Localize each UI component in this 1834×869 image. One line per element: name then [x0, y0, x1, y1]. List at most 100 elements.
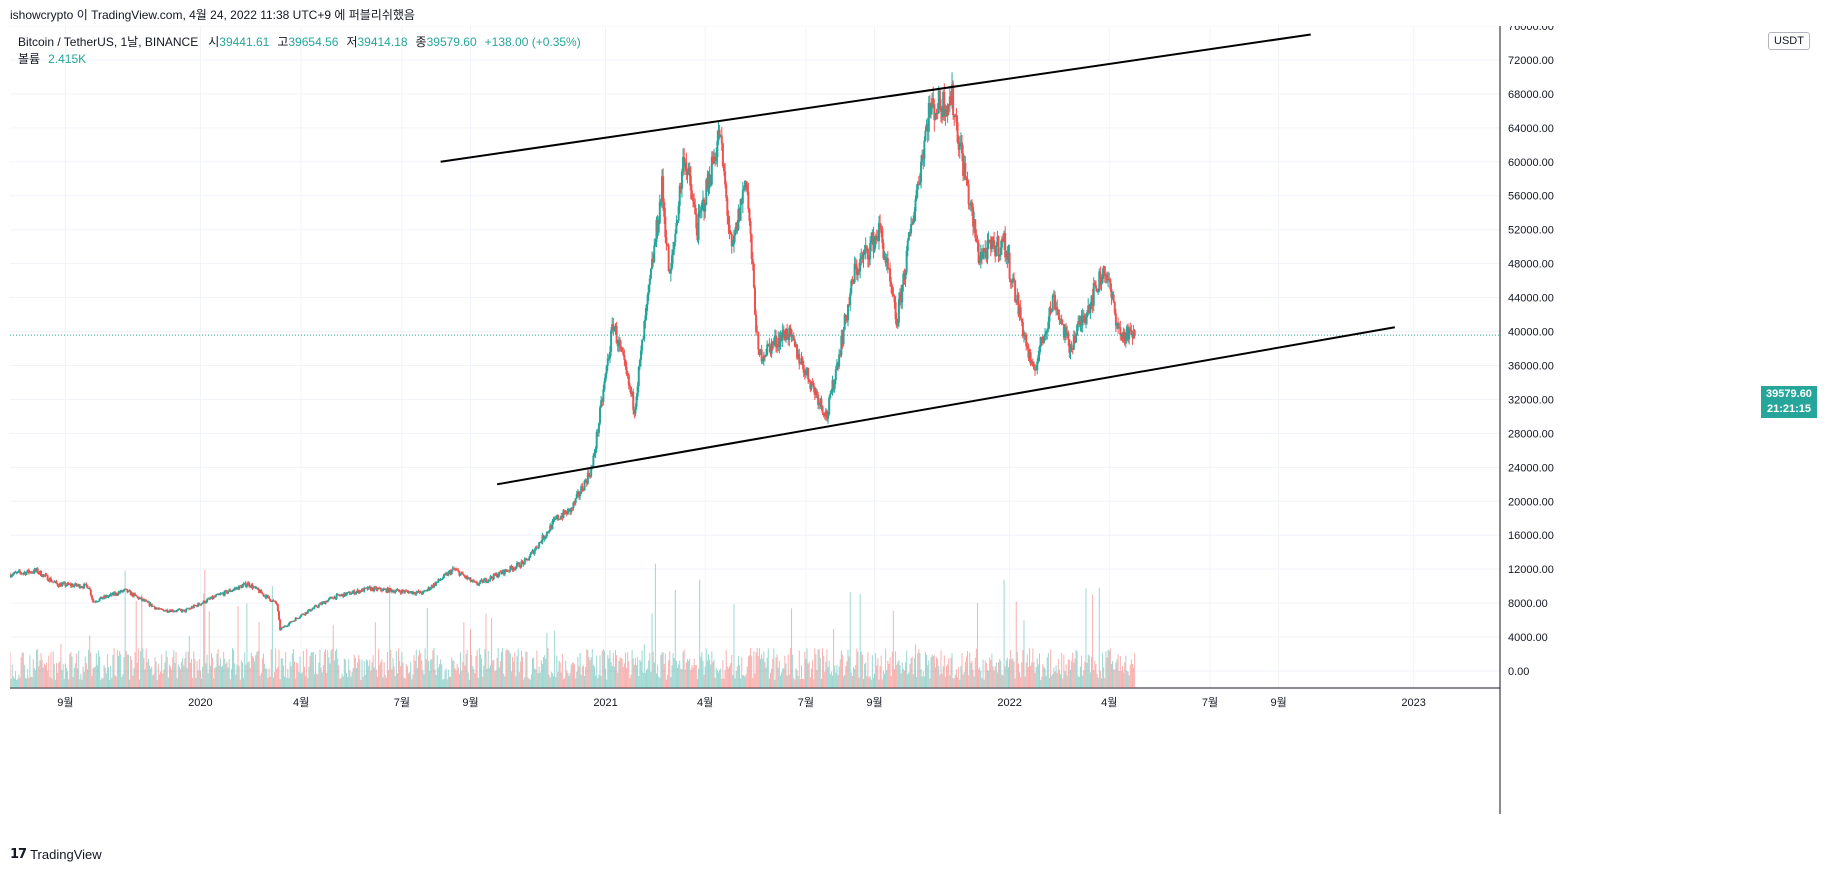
chart-frame[interactable]: 0.00 4000.00 8000.00 12000.00 16000.00 20000.…	[10, 26, 1824, 838]
candle-body	[973, 219, 976, 227]
volume-bar	[978, 669, 980, 688]
volume-bar	[266, 668, 268, 688]
candle-body	[601, 400, 604, 402]
candle-body	[611, 323, 614, 331]
candle-body	[1130, 330, 1133, 335]
volume-bar	[65, 667, 67, 688]
candle-body	[986, 240, 989, 260]
volume-bar	[803, 679, 805, 688]
candle-body	[824, 410, 827, 417]
volume-bar	[454, 668, 456, 688]
volume-bar	[608, 658, 610, 688]
volume-bar	[19, 677, 21, 688]
volume-bar	[104, 667, 106, 688]
volume-bar	[405, 664, 407, 688]
volume-bar	[853, 666, 855, 688]
volume-bar	[565, 660, 567, 688]
candle-body	[786, 328, 789, 338]
candle-body	[683, 157, 686, 167]
volume-bar	[42, 667, 44, 688]
candle-body	[566, 508, 569, 515]
volume-bar	[73, 667, 75, 688]
candle-body	[1091, 295, 1094, 306]
volume-bar	[351, 672, 353, 688]
volume-bar	[431, 659, 433, 688]
candle-body	[595, 431, 598, 449]
price-chart[interactable]: 0.004000.008000.0012000.0016000.0020000.…	[10, 26, 1824, 838]
volume-bar	[989, 657, 991, 688]
candle-body	[768, 343, 771, 346]
volume-bar	[251, 656, 253, 688]
candle-body	[423, 590, 426, 592]
candle-body	[911, 224, 914, 226]
candle-body	[697, 212, 700, 240]
volume-bar	[784, 655, 786, 688]
volume-bar	[1100, 678, 1102, 688]
volume-bar	[470, 629, 472, 688]
candle-body	[858, 270, 861, 272]
volume-bar	[286, 677, 288, 688]
candle-body	[563, 510, 566, 514]
volume-bar	[79, 679, 81, 688]
symbol-title[interactable]: Bitcoin / TetherUS, 1날, BINANCE	[18, 35, 199, 49]
candle-body	[394, 591, 397, 593]
volume-bar	[458, 673, 460, 688]
candle-body	[249, 586, 252, 588]
candle-body	[49, 578, 52, 582]
volume-bar	[1044, 668, 1046, 688]
volume-bar	[710, 664, 712, 688]
x-tick-label: 4월	[697, 696, 713, 709]
y-tick-label: 44000.00	[1508, 293, 1554, 305]
volume-bar	[390, 650, 392, 688]
candle-body	[759, 349, 762, 355]
volume-bar	[1045, 675, 1047, 688]
volume-bar	[181, 661, 183, 688]
volume-bar	[840, 650, 842, 688]
candle-body	[1058, 315, 1061, 320]
x-tick-label: 7월	[394, 696, 410, 709]
candle-body	[437, 578, 440, 582]
volume-bar	[305, 675, 307, 688]
volume-bar	[835, 672, 837, 688]
candle-body	[37, 572, 40, 574]
candle-body	[510, 565, 513, 568]
candle-body	[608, 351, 611, 359]
volume-bar	[1068, 659, 1070, 688]
candle-body	[693, 201, 696, 205]
candle-body	[931, 98, 934, 108]
candle-body	[390, 589, 393, 593]
candle-body	[694, 204, 697, 215]
volume-bar	[162, 673, 164, 688]
volume-bar	[218, 665, 220, 688]
volume-bar	[64, 663, 66, 688]
volume-bar	[165, 650, 167, 688]
candle-body	[439, 579, 442, 581]
candle-body	[80, 587, 83, 589]
candle-body	[889, 268, 892, 282]
volume-bar	[652, 651, 654, 688]
candle-body	[745, 180, 748, 185]
volume-bar	[745, 674, 747, 688]
candle-body	[1080, 316, 1083, 326]
candle-body	[645, 304, 648, 316]
candle-body	[1028, 352, 1031, 358]
candle-body	[639, 350, 642, 361]
tradingview-brand[interactable]: 𝟭𝟳 TradingView	[10, 846, 102, 862]
trendline-lower[interactable]	[496, 326, 1396, 486]
volume-bar	[800, 665, 802, 688]
candle-body	[708, 174, 711, 186]
candle-body	[357, 589, 360, 594]
volume-bar	[1017, 663, 1019, 688]
volume-bar	[22, 652, 24, 688]
volume-bar	[59, 661, 61, 688]
currency-badge[interactable]: USDT	[1768, 32, 1810, 50]
candle-body	[856, 270, 859, 275]
trendline-upper[interactable]	[440, 33, 1311, 163]
volume-bar	[991, 653, 993, 688]
candle-body	[777, 337, 780, 348]
candle-body	[181, 609, 184, 612]
volume-bar	[374, 622, 376, 688]
candle-body	[579, 493, 582, 497]
candle-body	[482, 579, 485, 583]
volume-bar	[743, 674, 745, 688]
